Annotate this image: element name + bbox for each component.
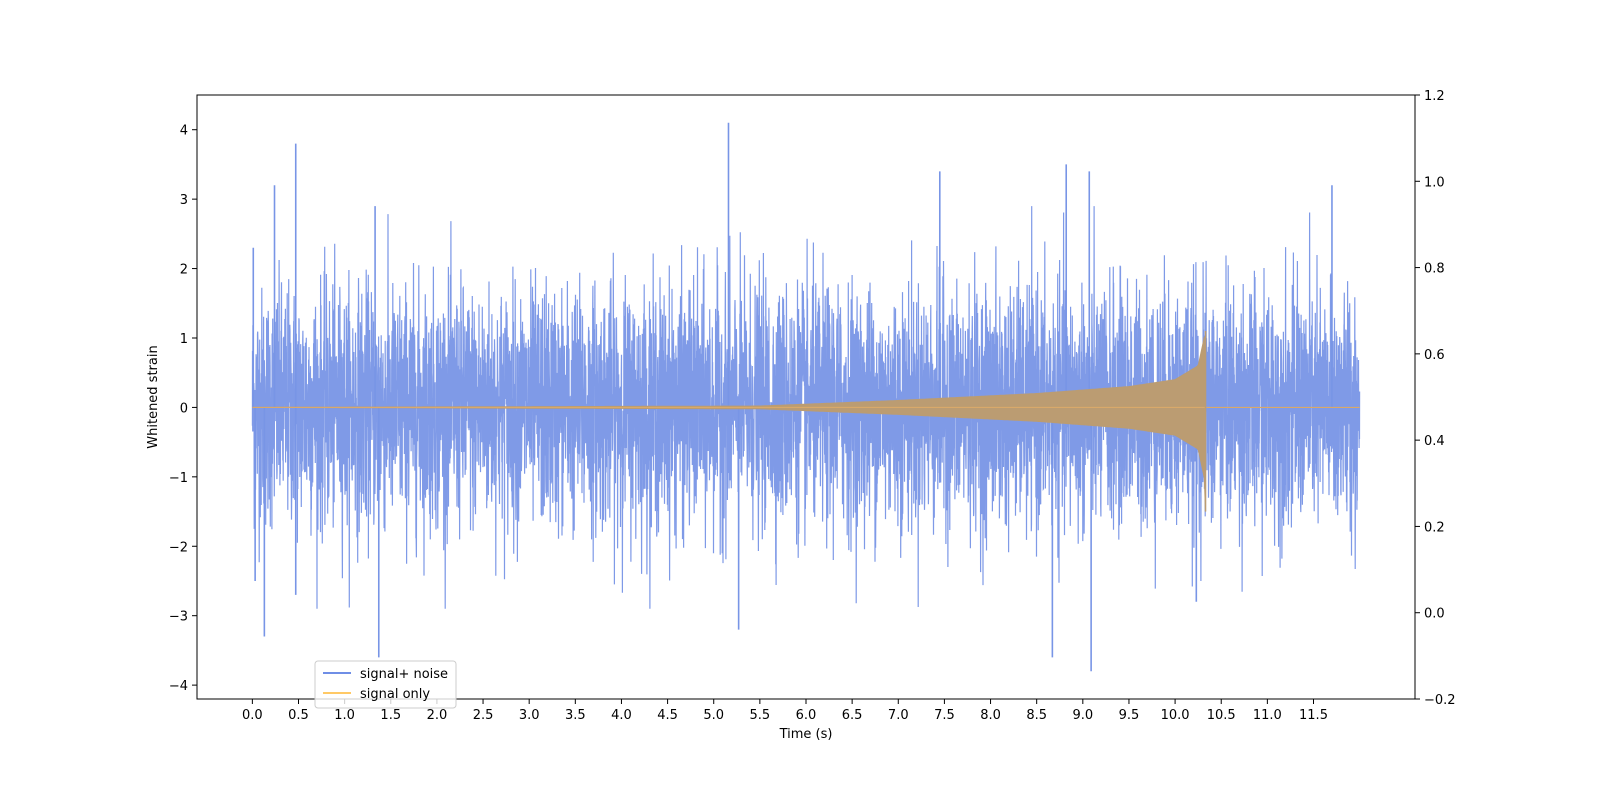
y-axis-right-ticks: 1.2 1.0 0.8 0.6 0.4 0.2 0.0 −0.2 [1415,89,1456,708]
legend: signal+ noise signal only [314,660,457,709]
x-tick-label: 3.5 [565,708,586,723]
y-right-tick-label: 0.0 [1424,607,1445,622]
x-axis-label: Time (s) [779,727,833,742]
y-left-tick-label: 0 [180,401,188,416]
x-tick-label: 1.0 [334,708,355,723]
y-left-tick-label: 4 [180,124,188,139]
legend-label-signal: signal only [360,687,430,702]
signal-only-series [252,331,1360,512]
x-tick-label: 2.5 [473,708,494,723]
x-tick-label: 2.0 [427,708,448,723]
signal-noise-series [251,122,1361,672]
noise-line [251,206,1361,609]
y-right-tick-label: −0.2 [1424,693,1456,708]
x-tick-label: 9.5 [1119,708,1140,723]
x-tick-label: 0.0 [242,708,263,723]
x-tick-label: 11.0 [1253,708,1282,723]
x-tick-label: 3.0 [519,708,540,723]
x-tick-label: 5.0 [703,708,724,723]
y-left-tick-label: −1 [169,471,188,486]
x-tick-label: 5.5 [750,708,771,723]
y-axis-left-ticks: 4 3 2 1 0 −1 −2 −3 −4 [169,124,197,694]
y-right-tick-label: 1.2 [1424,89,1445,104]
x-tick-label: 7.5 [934,708,955,723]
x-tick-label: 7.0 [888,708,909,723]
y-right-tick-label: 0.6 [1424,348,1445,363]
x-tick-label: 6.5 [842,708,863,723]
x-tick-label: 0.5 [288,708,309,723]
x-tick-label: 11.5 [1299,708,1328,723]
y-right-tick-label: 1.0 [1424,175,1445,190]
y-left-tick-label: 3 [180,193,188,208]
y-left-tick-label: −4 [169,679,188,694]
x-tick-label: 1.5 [380,708,401,723]
x-tick-label: 10.5 [1207,708,1236,723]
y-left-tick-label: 2 [180,263,188,278]
x-tick-label: 10.0 [1161,708,1190,723]
y-right-tick-label: 0.4 [1424,434,1445,449]
x-tick-label: 4.0 [611,708,632,723]
x-tick-label: 8.5 [1026,708,1047,723]
y-right-tick-label: 0.8 [1424,262,1445,277]
x-tick-label: 4.5 [657,708,678,723]
x-tick-label: 9.0 [1072,708,1093,723]
x-tick-label: 6.0 [796,708,817,723]
x-axis-ticks: 0.0 0.5 1.0 1.5 2.0 2.5 3.0 3.5 4.0 4.5 5.0 5.5 6.0 6… [242,699,1328,723]
x-tick-label: 8.0 [980,708,1001,723]
y-left-tick-label: −3 [169,610,188,625]
legend-label-noise: signal+ noise [360,667,448,682]
y-axis-label: Whitened strain [146,345,161,448]
y-left-tick-label: 1 [180,332,188,347]
y-left-tick-label: −2 [169,540,188,555]
y-right-tick-label: 0.2 [1424,520,1445,535]
